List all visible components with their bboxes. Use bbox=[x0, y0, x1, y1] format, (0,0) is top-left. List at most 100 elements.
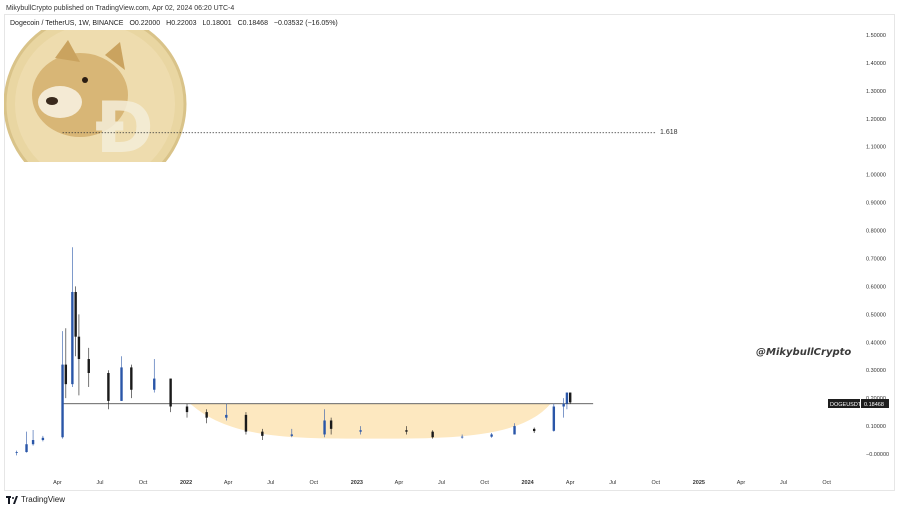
y-tick-label: 1.50000 bbox=[866, 33, 886, 39]
candle-body bbox=[205, 412, 208, 418]
candle-body bbox=[359, 430, 362, 432]
y-tick-label: 1.40000 bbox=[866, 61, 886, 67]
candle-body bbox=[120, 367, 123, 401]
candle-body bbox=[169, 378, 172, 407]
candle bbox=[169, 378, 172, 413]
candle bbox=[562, 398, 565, 418]
y-tick-label: 0.40000 bbox=[866, 340, 886, 346]
candle bbox=[71, 247, 74, 387]
candle-body bbox=[15, 452, 18, 453]
candle bbox=[323, 409, 326, 438]
candle bbox=[107, 370, 110, 410]
candle-body bbox=[460, 436, 464, 438]
candle-body bbox=[107, 372, 110, 401]
candle bbox=[244, 412, 248, 435]
x-tick-label: Oct bbox=[139, 480, 148, 486]
candle-body bbox=[77, 336, 81, 360]
x-tick-label: Oct bbox=[480, 480, 489, 486]
candle bbox=[569, 392, 572, 404]
publisher-line: MikybullCrypto published on TradingView.… bbox=[6, 5, 235, 12]
candle-body bbox=[74, 291, 77, 337]
candle bbox=[405, 426, 408, 435]
x-tick-label: Apr bbox=[224, 480, 233, 486]
candle-body bbox=[31, 440, 35, 445]
candle bbox=[185, 403, 189, 418]
candle bbox=[74, 286, 77, 357]
y-tick-label: 0.70000 bbox=[866, 256, 886, 262]
candle-body bbox=[513, 426, 516, 435]
y-tick-label: 0.80000 bbox=[866, 229, 886, 235]
candle bbox=[329, 417, 333, 435]
candle bbox=[225, 403, 228, 421]
x-tick-label: 2022 bbox=[180, 480, 192, 486]
candle bbox=[15, 450, 18, 456]
candle-body bbox=[87, 359, 90, 373]
candle-body bbox=[532, 428, 536, 432]
candle-body bbox=[25, 444, 28, 453]
candle bbox=[359, 426, 362, 435]
candle-body bbox=[71, 291, 74, 385]
price-tag-symbol: DOGEUSDT bbox=[830, 402, 862, 408]
y-tick-label: 0.30000 bbox=[866, 368, 886, 374]
candle bbox=[565, 392, 569, 410]
candle-body bbox=[185, 406, 189, 413]
candle bbox=[31, 429, 35, 446]
candle bbox=[41, 435, 45, 442]
candle-body bbox=[290, 434, 294, 436]
y-tick-label: 1.20000 bbox=[866, 117, 886, 123]
candle bbox=[153, 359, 156, 393]
x-tick-label: 2025 bbox=[693, 480, 705, 486]
candle bbox=[61, 331, 64, 439]
x-tick-label: Oct bbox=[822, 480, 831, 486]
candle bbox=[64, 328, 68, 399]
fib-label: 1.618 bbox=[660, 129, 678, 136]
x-tick-label: 2024 bbox=[522, 480, 535, 486]
y-tick-label: 0.60000 bbox=[866, 284, 886, 290]
candle bbox=[532, 427, 536, 434]
y-tick-label: 0.50000 bbox=[866, 312, 886, 318]
candle-body bbox=[323, 420, 326, 435]
y-tick-label: 1.30000 bbox=[866, 89, 886, 95]
y-tick-label: 1.00000 bbox=[866, 173, 886, 179]
candle bbox=[431, 430, 434, 439]
x-tick-label: Apr bbox=[566, 480, 575, 486]
doge-coin-logo: Ð bbox=[4, 30, 187, 169]
candle-body bbox=[569, 392, 572, 403]
ohlc-open: O0.22000 bbox=[129, 20, 161, 27]
candle-body bbox=[225, 414, 228, 418]
candle bbox=[513, 423, 516, 435]
candle-body bbox=[552, 406, 556, 431]
x-tick-label: Apr bbox=[395, 480, 404, 486]
candle bbox=[87, 347, 90, 387]
candle bbox=[205, 409, 208, 424]
ohlc-low: L0.18001 bbox=[202, 20, 232, 27]
candle-body bbox=[244, 414, 248, 432]
y-tick-label: −0.00000 bbox=[866, 452, 889, 458]
author-watermark: @MikybullCrypto bbox=[756, 347, 851, 358]
candle-body bbox=[261, 431, 264, 436]
candle bbox=[120, 356, 123, 401]
symbol-info: Dogecoin / TetherUS, 1W, BINANCE O0.2200… bbox=[10, 20, 342, 27]
symbol-name[interactable]: Dogecoin / TetherUS, 1W, BINANCE bbox=[10, 20, 124, 27]
candle-body bbox=[431, 431, 434, 438]
candle-body bbox=[61, 364, 64, 438]
x-tick-label: Jul bbox=[780, 480, 787, 486]
candle bbox=[77, 314, 81, 396]
candle-body bbox=[153, 378, 156, 390]
candle-body bbox=[562, 403, 565, 407]
x-tick-label: Apr bbox=[737, 480, 746, 486]
candle-body bbox=[41, 437, 45, 441]
x-tick-label: Jul bbox=[438, 480, 445, 486]
footer-brand[interactable]: TradingView bbox=[21, 495, 66, 504]
y-tick-label: 0.90000 bbox=[866, 201, 886, 207]
x-tick-label: Jul bbox=[96, 480, 103, 486]
svg-text:Ð: Ð bbox=[95, 87, 154, 169]
footer: TradingView bbox=[6, 495, 65, 504]
tradingview-logo-icon bbox=[6, 495, 18, 504]
ohlc-change: −0.03532 (−16.05%) bbox=[273, 20, 338, 27]
x-tick-label: Oct bbox=[310, 480, 319, 486]
x-tick-label: Oct bbox=[652, 480, 661, 486]
candle-body bbox=[490, 434, 493, 437]
candle bbox=[460, 434, 464, 439]
